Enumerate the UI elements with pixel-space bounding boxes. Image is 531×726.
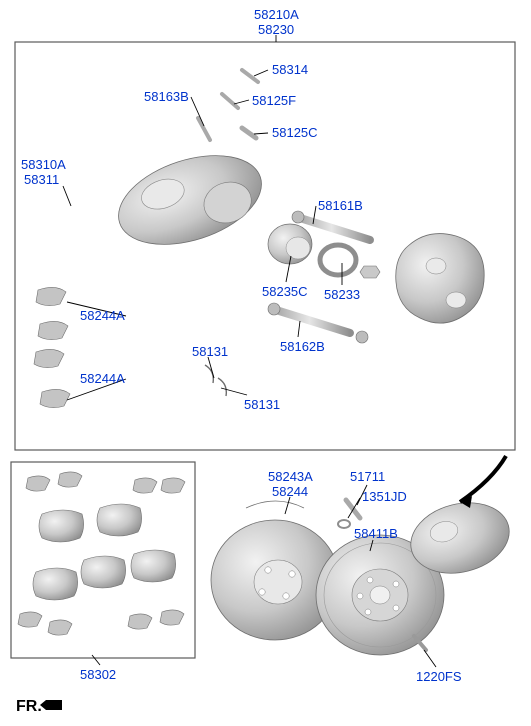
lbl-58210A: 58210A [254,8,299,23]
clips-left-group [34,287,70,407]
nut-part [360,266,380,278]
lbl-58314: 58314 [272,63,308,78]
lbl-58163B: 58163B [144,90,189,105]
lbl-58310A: 58310A [21,158,66,173]
washer-part [338,520,350,528]
lbl-58230: 58230 [258,23,294,38]
lbl-58131-1: 58131 [192,345,228,360]
caliper-body-part [107,139,272,261]
lbl-58233: 58233 [324,288,360,303]
pad-kit-items [18,472,185,635]
lbl-58244: 58244 [272,485,308,500]
seal-ring-part [320,245,356,275]
piston-part [268,224,312,264]
lbl-1220FS: 1220FS [416,670,462,685]
lbl-58243A: 58243A [268,470,313,485]
lbl-58125C: 58125C [272,126,318,141]
lbl-58302: 58302 [80,668,116,683]
bleed-bolt [242,70,258,82]
arrow-to-caliper2 [460,456,506,508]
lbl-58235C: 58235C [262,285,308,300]
lbl-1351JD: 1351JD [362,490,407,505]
lbl-58411B: 58411B [354,527,398,542]
carrier-part [396,234,484,324]
lbl-58125F: 58125F [252,94,296,109]
lbl-58244A-2: 58244A [80,372,125,387]
lbl-58311: 58311 [24,173,59,188]
lbl-51711: 51711 [350,470,385,485]
lbl-58131-2: 58131 [244,398,280,413]
bleed-nipple [222,94,238,108]
guide-pin-bottom [268,303,368,343]
lbl-58244A-1: 58244A [80,309,125,324]
fr-label: FR. [16,698,42,716]
lbl-58161B: 58161B [318,199,363,214]
lbl-58162B: 58162B [280,340,325,355]
springs-group [205,365,226,396]
boot-part [242,128,256,138]
pin-bolt-small [198,118,210,140]
dust-shield-part [211,501,339,640]
fr-arrow-icon [40,700,62,710]
